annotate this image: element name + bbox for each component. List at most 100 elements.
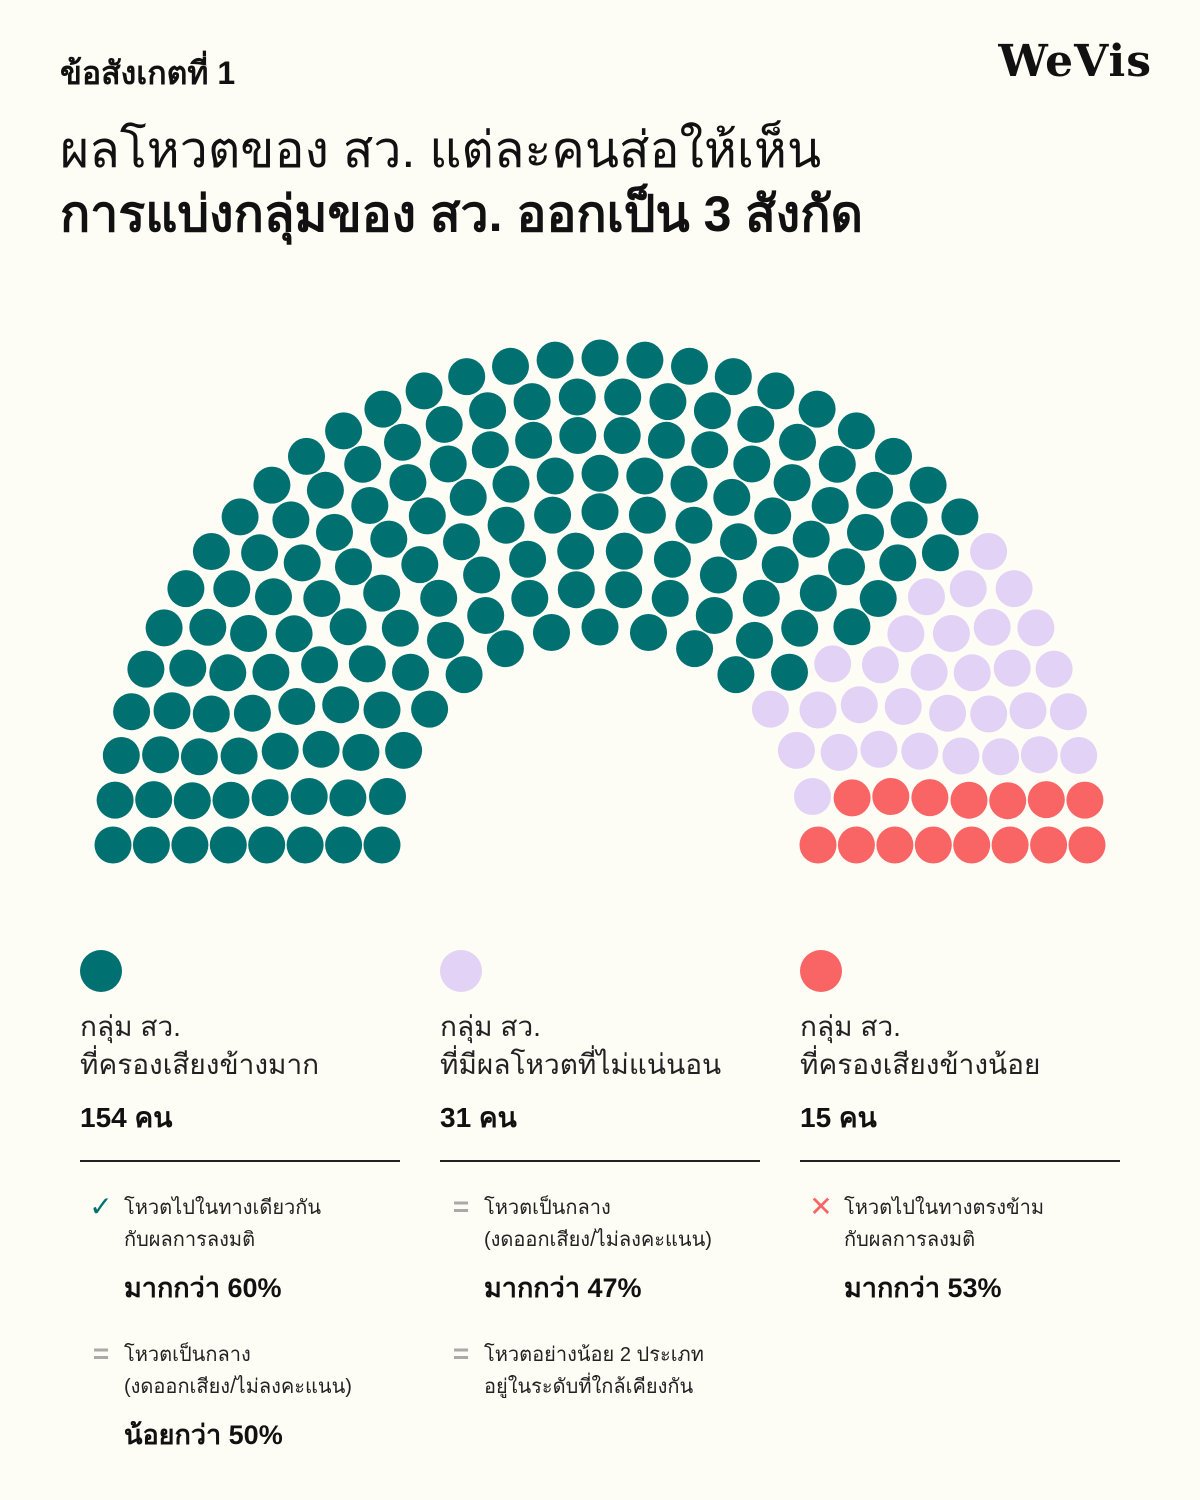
equals-icon: =	[92, 1338, 110, 1369]
headline: ผลโหวตของ สว. แต่ละคนส่อให้เห็น การแบ่งก…	[60, 118, 863, 246]
seat-dot	[492, 347, 529, 385]
seat-dot	[1020, 736, 1058, 774]
legend-dot-majority	[80, 950, 122, 992]
seat-dot	[626, 341, 664, 379]
seat-dot	[212, 781, 250, 819]
seat-dot	[153, 692, 191, 730]
seat-dot	[167, 570, 205, 608]
headline-line-2: การแบ่งกลุ่มของ สว. ออกเป็น 3 สังกัด	[60, 186, 863, 242]
eyebrow: ข้อสังเกตที่ 1	[60, 55, 236, 91]
seat-dot	[781, 609, 819, 647]
seat-dot	[322, 686, 360, 724]
seat-dot	[536, 341, 574, 379]
seat-dot	[536, 457, 574, 495]
stat-item: = โหวตเป็นกลาง (งดออกเสียง/ไม่ลงคะแนน) ม…	[440, 1192, 760, 1309]
seat-dot	[820, 733, 858, 771]
seat-dot	[127, 650, 165, 688]
stat-value: น้อยกว่า 50%	[124, 1420, 283, 1450]
seat-dot	[469, 392, 507, 430]
seat-dot	[392, 653, 429, 691]
seat-dot	[837, 826, 875, 864]
seat-dot	[742, 579, 780, 617]
seat-dot	[348, 645, 386, 683]
stat-value: มากกว่า 60%	[124, 1273, 282, 1303]
seat-dot	[695, 597, 733, 634]
seat-dot	[230, 615, 268, 652]
seat-dot	[286, 826, 324, 864]
seat-dot	[557, 532, 595, 570]
group-label: กลุ่ม สว. ที่ครองเสียงข้างน้อย	[800, 1011, 1041, 1080]
seat-dot	[691, 431, 729, 469]
seat-dot	[714, 358, 752, 396]
seat-dot	[94, 826, 132, 864]
seat-dot	[921, 534, 959, 572]
seat-dot	[288, 437, 325, 475]
stat-item: ✓ โหวตไปในทางเดียวกัน กับผลการลงมติ มากก…	[80, 1192, 400, 1309]
seat-dot	[303, 580, 341, 617]
seat-dot	[911, 779, 949, 817]
stat-value: มากกว่า 53%	[844, 1273, 1002, 1303]
seat-dot	[798, 390, 836, 428]
seat-dot	[189, 608, 227, 646]
seat-dot	[647, 421, 685, 459]
seat-dot	[991, 826, 1029, 864]
check-icon: ✓	[89, 1191, 113, 1222]
seat-dot	[471, 431, 509, 469]
seat-dot	[649, 383, 687, 421]
seat-dot	[876, 826, 914, 864]
seat-dot	[329, 779, 367, 817]
seat-dot	[169, 649, 207, 687]
seat-dot	[847, 513, 884, 551]
seat-dot	[581, 608, 619, 646]
seat-dot	[306, 471, 344, 509]
seat-dot	[717, 656, 755, 694]
seat-dot	[901, 732, 939, 770]
seat-dot	[860, 730, 898, 768]
seat-dot	[626, 457, 664, 495]
seat-dot	[887, 615, 925, 653]
seat-dot	[1066, 781, 1104, 819]
seat-dot	[982, 738, 1020, 776]
seat-dot	[364, 390, 402, 428]
seat-dot	[411, 690, 449, 728]
seat-dot	[557, 571, 595, 609]
seat-dot	[272, 501, 310, 539]
seat-dot	[559, 417, 597, 454]
seat-dot	[344, 445, 382, 483]
seat-dot	[761, 546, 799, 584]
seat-dot	[449, 478, 487, 516]
seat-dot	[369, 778, 406, 815]
headline-line-1: ผลโหวตของ สว. แต่ละคนส่อให้เห็น	[60, 122, 822, 178]
seat-dot	[910, 653, 948, 691]
legend-dot-uncertain	[440, 950, 482, 992]
seat-dot	[233, 694, 271, 732]
seat-dot	[487, 506, 525, 544]
seat-dot	[993, 649, 1031, 687]
seat-dot	[278, 688, 316, 725]
stat-item: ✕ โหวตไปในทางตรงข้าม กับผลการลงมติ มากกว…	[800, 1192, 1120, 1309]
seat-dot	[859, 580, 897, 617]
seat-dot	[970, 533, 1008, 570]
seat-dot	[420, 579, 458, 617]
seat-dot	[1060, 737, 1098, 774]
seat-dot	[463, 556, 501, 594]
seat-dot	[995, 570, 1033, 608]
seat-dot	[486, 630, 524, 668]
cross-icon: ✕	[809, 1191, 833, 1222]
seat-dot	[425, 405, 463, 443]
seat-dot	[581, 339, 619, 377]
seat-dot	[290, 778, 328, 815]
seat-dot	[737, 405, 775, 443]
seat-dot	[408, 497, 446, 535]
stat-text: โหวตอย่างน้อย 2 ประเภท อยู่ในระดับที่ใกล…	[484, 1344, 704, 1398]
seat-dot	[628, 496, 666, 534]
group-minority: กลุ่ม สว. ที่ครองเสียงข้างน้อย 15 คน ✕ โ…	[800, 950, 1120, 1309]
group-uncertain: กลุ่ม สว. ที่มีผลโหวตที่ไม่แน่นอน 31 คน …	[440, 950, 760, 1403]
seat-dot	[513, 383, 551, 421]
seat-dot	[1017, 609, 1055, 647]
group-count: 31 คน	[440, 1102, 517, 1133]
seat-dot	[221, 498, 259, 536]
seat-dot	[777, 731, 815, 769]
seat-dot	[909, 466, 947, 504]
seat-dot	[467, 597, 505, 634]
